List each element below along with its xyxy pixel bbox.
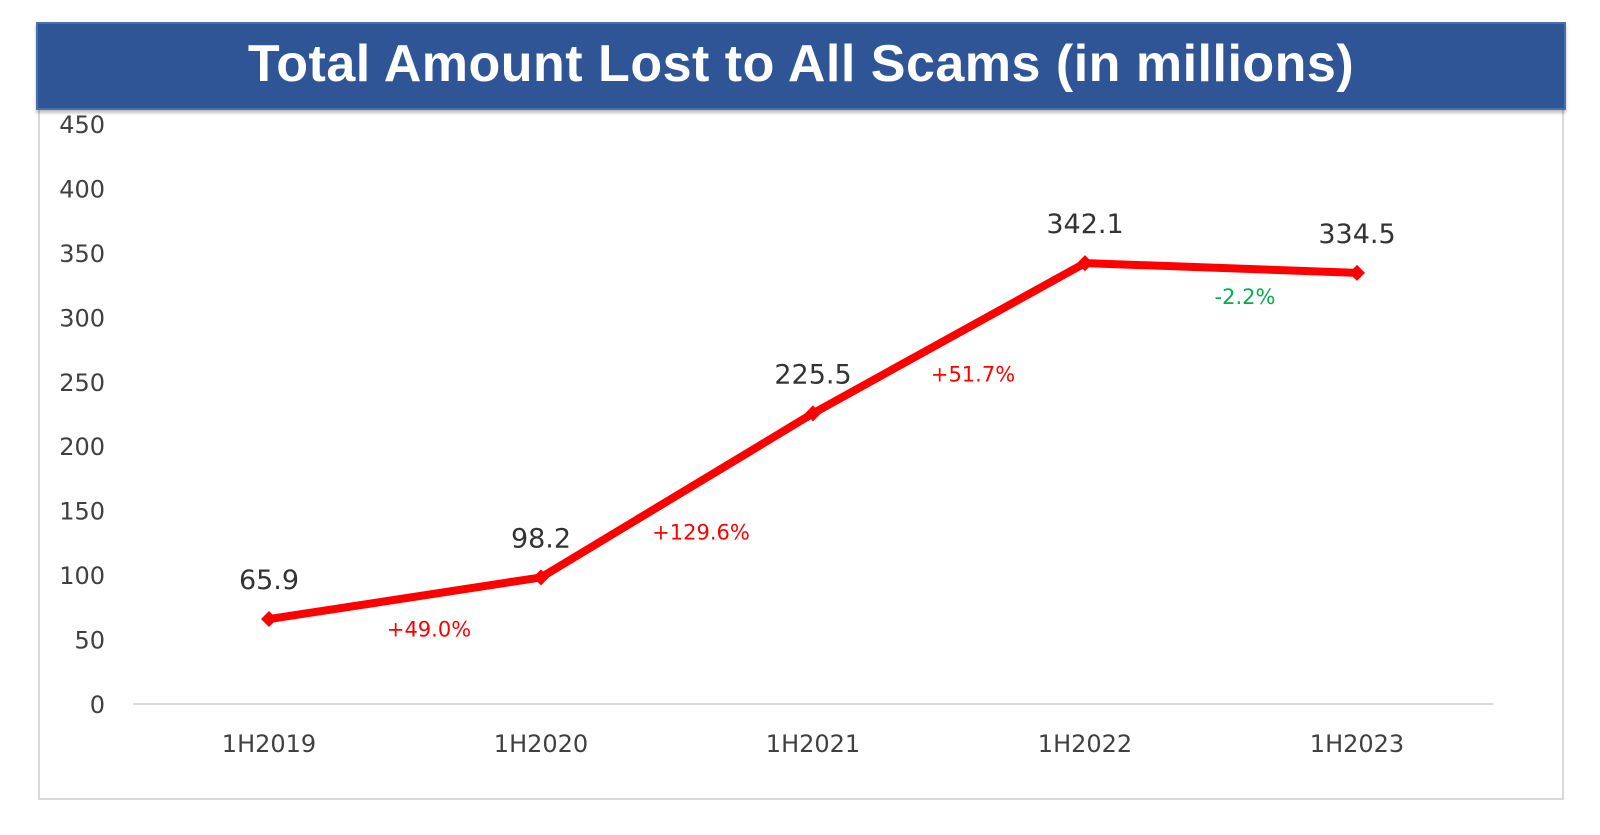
y-tick-label: 200: [59, 433, 105, 461]
chart-title: Total Amount Lost to All Scams (in milli…: [247, 35, 1355, 93]
data-value-label: 65.9: [239, 565, 299, 596]
data-point-marker: [533, 569, 549, 586]
y-tick-label: 300: [59, 304, 105, 332]
y-tick-label: 0: [90, 691, 105, 719]
x-tick-label: 1H2019: [222, 730, 316, 758]
y-tick-label: 150: [59, 498, 105, 526]
y-tick-label: 50: [74, 627, 105, 655]
x-tick-label: 1H2021: [766, 730, 860, 758]
data-value-label: 342.1: [1046, 209, 1123, 240]
x-tick-label: 1H2020: [494, 730, 588, 758]
y-tick-label: 100: [59, 562, 105, 590]
change-percent-label: +49.0%: [387, 617, 471, 641]
data-value-label: 225.5: [774, 359, 851, 390]
data-point-marker: [1077, 255, 1093, 272]
series-markers: [261, 255, 1365, 628]
change-percent-label: -2.2%: [1215, 285, 1276, 309]
x-tick-label: 1H2022: [1038, 730, 1132, 758]
y-tick-label: 250: [59, 369, 105, 397]
data-labels: 65.9 98.2 225.5 342.1 334.5: [239, 209, 1396, 596]
title-banner: Total Amount Lost to All Scams (in milli…: [36, 22, 1566, 110]
change-percent-label: +129.6%: [652, 521, 750, 545]
y-tick-label: 450: [59, 111, 105, 139]
data-point-marker: [1349, 264, 1365, 281]
x-tick-label: 1H2023: [1310, 730, 1404, 758]
series-line: [268, 259, 1358, 624]
change-percent-label: +51.7%: [931, 363, 1015, 387]
x-axis: 1H2019 1H2020 1H2021 1H2022 1H2023: [222, 730, 1404, 758]
data-point-marker: [261, 611, 277, 628]
y-axis: 0 50 100 150 200 250 300 350 400 450: [59, 111, 105, 719]
change-labels: +49.0% +129.6% +51.7% -2.2%: [387, 285, 1276, 641]
data-value-label: 98.2: [511, 523, 571, 554]
data-point-marker: [805, 405, 821, 422]
data-value-label: 334.5: [1318, 219, 1395, 250]
y-tick-label: 400: [59, 175, 105, 203]
chart-frame: [38, 22, 1564, 800]
y-tick-label: 350: [59, 240, 105, 268]
